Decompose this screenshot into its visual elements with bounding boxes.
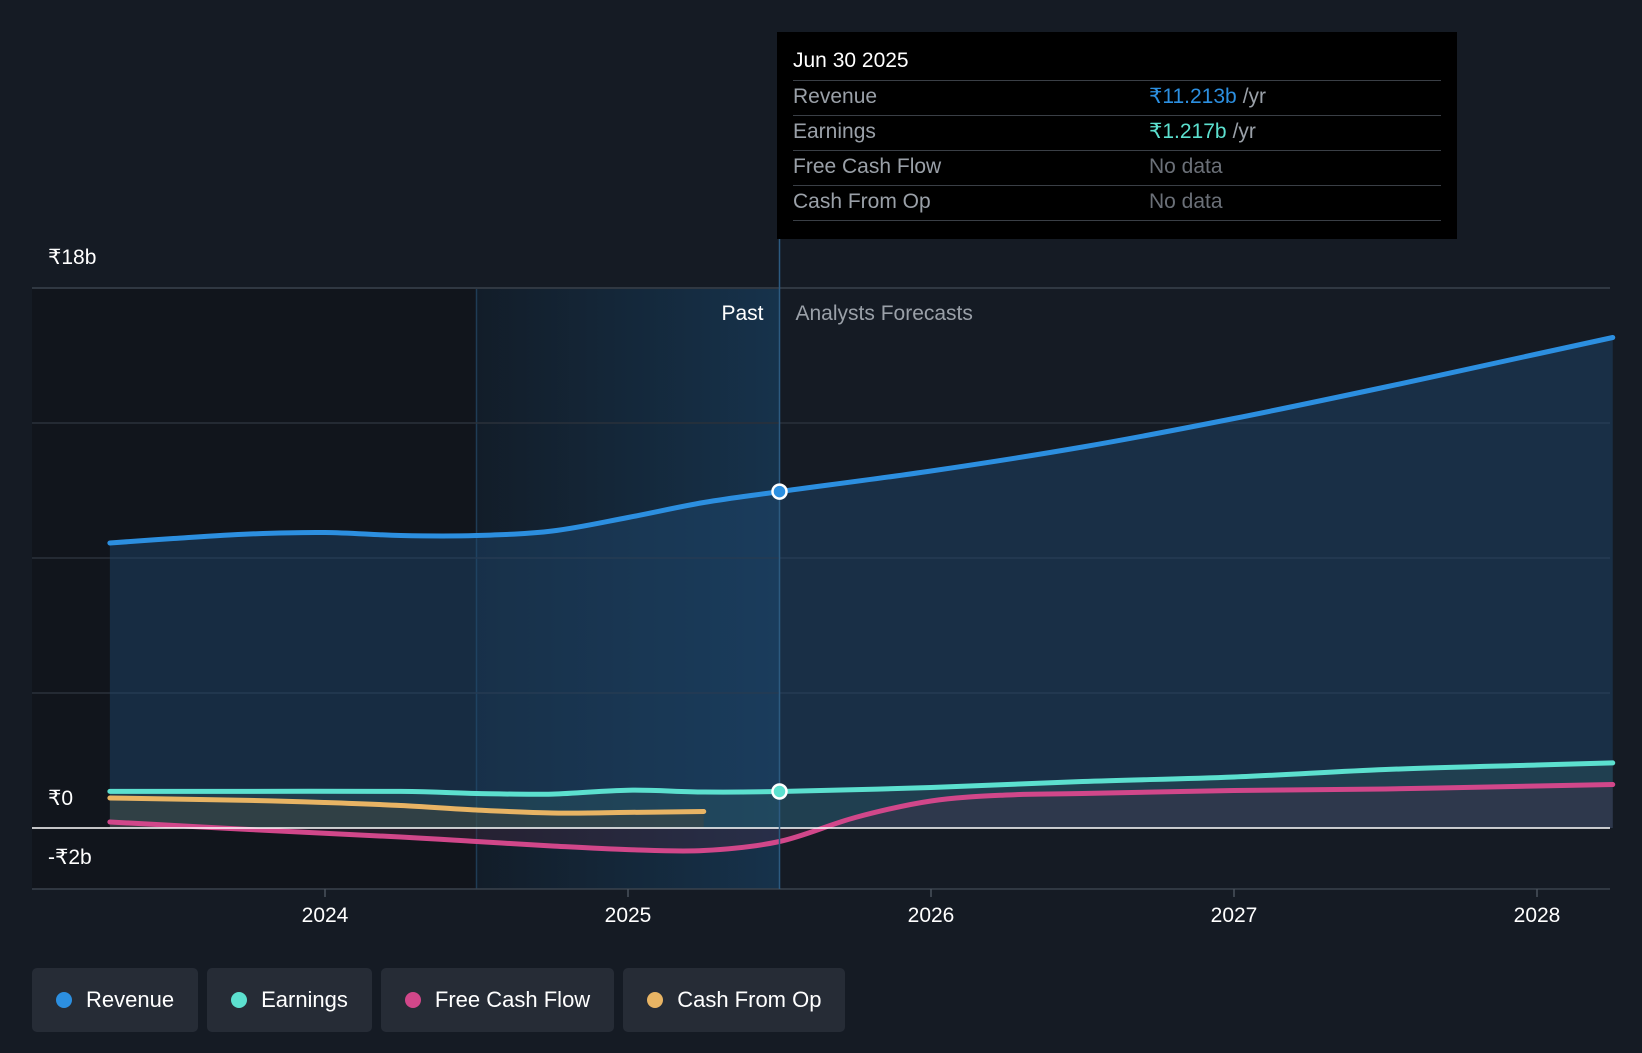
line-free-cash-flow: [107, 782, 1616, 854]
tooltip-label: Cash From Op: [793, 190, 931, 213]
cursor-markers: [771, 483, 788, 800]
tooltip-label: Earnings: [793, 120, 876, 143]
legend-label: Free Cash Flow: [434, 987, 591, 1012]
marker-earnings: [771, 783, 788, 800]
tooltip-label: Free Cash Flow: [793, 155, 942, 178]
tooltip-row-earnings: Earnings ₹1.217b /yr: [793, 116, 1441, 151]
legend-dot-icon: [231, 992, 248, 1008]
legend-dot-icon: [56, 992, 72, 1008]
tooltip-value-earnings: ₹1.217b: [1149, 120, 1227, 143]
tooltip: Jun 30 2025 Revenue ₹11.213b /yr Earning…: [777, 32, 1457, 239]
tooltip-row-cfo: Cash From Op No data: [793, 186, 1441, 221]
area-revenue: [109, 337, 1613, 828]
series-lines: [107, 335, 1616, 854]
legend-item-revenue[interactable]: Revenue: [32, 968, 199, 1032]
legend-label: Revenue: [86, 987, 175, 1012]
tooltip-unit: /yr: [1232, 120, 1256, 143]
tooltip-date: Jun 30 2025: [793, 46, 1441, 81]
line-revenue: [107, 335, 1616, 546]
legend-dot-icon: [647, 992, 664, 1008]
legend: Revenue Earnings Free Cash Flow Cash Fro…: [32, 968, 846, 1032]
x-tick-label: 2026: [908, 904, 955, 927]
x-tick-label: 2024: [302, 904, 349, 927]
x-tick-label: 2027: [1211, 904, 1258, 927]
y-tick-label: ₹0: [48, 787, 73, 810]
forecast-label: Analysts Forecasts: [796, 302, 973, 325]
y-tick-label: ₹18b: [48, 246, 96, 269]
tooltip-row-revenue: Revenue ₹11.213b /yr: [793, 81, 1441, 116]
legend-label: Cash From Op: [677, 987, 822, 1012]
gridlines: [32, 287, 1610, 890]
legend-dot-icon: [404, 992, 421, 1008]
x-axis-ticks: 2024 2025 2026 2027 2028: [302, 889, 1561, 927]
tooltip-value-revenue: ₹11.213b: [1149, 85, 1237, 108]
tooltip-value-cfo: No data: [1149, 190, 1223, 213]
legend-item-earnings[interactable]: Earnings: [207, 968, 372, 1032]
legend-item-cash-from-op[interactable]: Cash From Op: [623, 968, 846, 1032]
x-tick-label: 2028: [1514, 904, 1561, 927]
legend-item-free-cash-flow[interactable]: Free Cash Flow: [380, 968, 615, 1032]
legend-label: Earnings: [261, 987, 348, 1012]
x-tick-label: 2025: [605, 904, 652, 927]
tooltip-unit: /yr: [1242, 85, 1267, 108]
y-tick-label: -₹2b: [48, 846, 92, 869]
area-cash-from-op: [109, 798, 704, 828]
tooltip-value-fcf: No data: [1149, 155, 1223, 178]
tooltip-row-fcf: Free Cash Flow No data: [793, 151, 1441, 186]
y-axis-ticks: ₹18b ₹0 -₹2b: [48, 246, 96, 869]
marker-revenue: [771, 483, 788, 500]
past-label: Past: [721, 302, 763, 325]
tooltip-label: Revenue: [793, 85, 878, 108]
line-cash-from-op: [107, 795, 707, 816]
